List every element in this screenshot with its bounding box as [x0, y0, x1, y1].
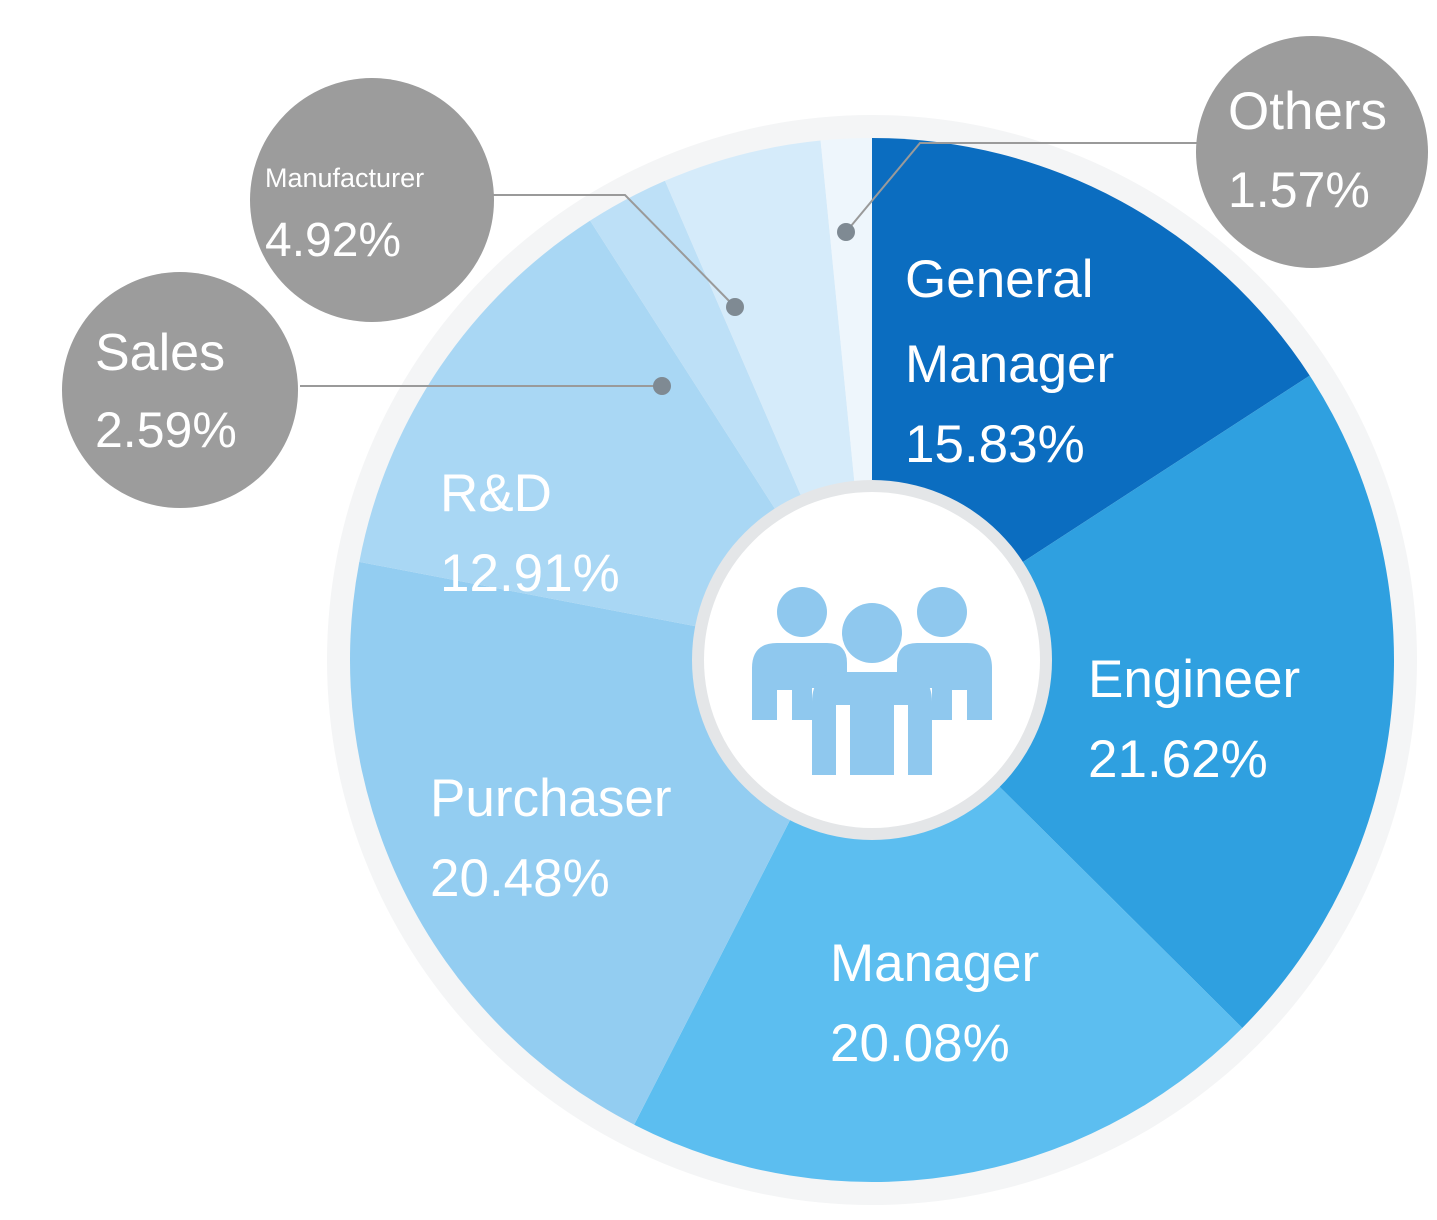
callout-dot: [726, 298, 744, 316]
callouts: [62, 36, 1428, 508]
slice-label: R&D 12.91%: [440, 452, 740, 611]
slice-label: Manufacturer 4.92%: [265, 150, 495, 274]
category-label: R&D: [440, 464, 552, 523]
callout-line: [845, 142, 1197, 233]
category-label: Sales: [95, 324, 226, 382]
callout-bubble: [250, 78, 494, 322]
value-label: 21.62%: [1088, 729, 1268, 789]
value-label: 12.91%: [440, 543, 620, 603]
pie-slice: [634, 660, 1243, 1182]
slice-label: Manager 20.08%: [830, 922, 1130, 1081]
slice-label: Engineer 21.62%: [1088, 638, 1388, 797]
slice-label: Others 1.57%: [1228, 70, 1428, 225]
callout-bubble: [1196, 36, 1428, 268]
value-label: 20.08%: [830, 1013, 1010, 1073]
category-label: Others: [1228, 82, 1388, 141]
callout-bubble: [62, 272, 298, 508]
callout-dot: [653, 377, 671, 395]
slice-label: Purchaser 20.48%: [430, 757, 730, 916]
category-label: Purchaser: [430, 769, 672, 828]
callout-dot: [837, 223, 855, 241]
category-label: Engineer: [1088, 650, 1301, 709]
callout-line: [492, 194, 736, 308]
slice-label: Sales 2.59%: [95, 312, 295, 465]
value-label: 20.48%: [430, 848, 610, 908]
people-icon: [752, 587, 992, 775]
slice-label: General Manager 15.83%: [905, 238, 1165, 482]
value-label: 15.83%: [905, 414, 1085, 474]
value-label: 1.57%: [1228, 161, 1370, 218]
category-label: General Manager: [905, 250, 1115, 394]
category-label: Manufacturer: [265, 163, 425, 193]
category-label: Manager: [830, 934, 1040, 993]
pie-slice: [872, 375, 1394, 1028]
value-label: 4.92%: [265, 213, 402, 267]
value-label: 2.59%: [95, 402, 237, 459]
